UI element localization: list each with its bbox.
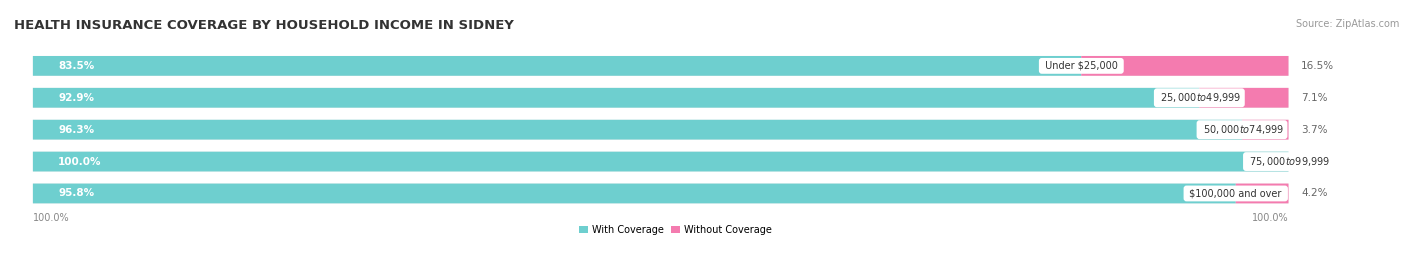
Legend: With Coverage, Without Coverage: With Coverage, Without Coverage [575, 221, 776, 239]
Text: 100.0%: 100.0% [32, 213, 69, 223]
Text: 92.9%: 92.9% [58, 93, 94, 103]
Text: 7.1%: 7.1% [1301, 93, 1327, 103]
FancyBboxPatch shape [32, 152, 1288, 171]
Text: 0.0%: 0.0% [1301, 157, 1327, 167]
FancyBboxPatch shape [32, 183, 1236, 203]
FancyBboxPatch shape [1236, 183, 1288, 203]
Text: 100.0%: 100.0% [58, 157, 101, 167]
Text: 100.0%: 100.0% [1251, 213, 1288, 223]
FancyBboxPatch shape [32, 120, 1241, 140]
Text: 83.5%: 83.5% [58, 61, 94, 71]
FancyBboxPatch shape [32, 56, 1288, 76]
FancyBboxPatch shape [32, 183, 1288, 203]
FancyBboxPatch shape [1241, 120, 1288, 140]
Text: $25,000 to $49,999: $25,000 to $49,999 [1157, 91, 1241, 104]
Text: Under $25,000: Under $25,000 [1042, 61, 1121, 71]
FancyBboxPatch shape [1199, 88, 1288, 108]
FancyBboxPatch shape [32, 152, 1288, 171]
Text: Source: ZipAtlas.com: Source: ZipAtlas.com [1295, 19, 1399, 29]
Text: HEALTH INSURANCE COVERAGE BY HOUSEHOLD INCOME IN SIDNEY: HEALTH INSURANCE COVERAGE BY HOUSEHOLD I… [14, 19, 515, 32]
Text: $50,000 to $74,999: $50,000 to $74,999 [1199, 123, 1285, 136]
Text: 16.5%: 16.5% [1301, 61, 1334, 71]
Text: 95.8%: 95.8% [58, 189, 94, 199]
Text: 3.7%: 3.7% [1301, 125, 1327, 135]
FancyBboxPatch shape [32, 88, 1288, 108]
Text: $75,000 to $99,999: $75,000 to $99,999 [1246, 155, 1331, 168]
Text: 4.2%: 4.2% [1301, 189, 1327, 199]
FancyBboxPatch shape [1081, 56, 1288, 76]
Text: 96.3%: 96.3% [58, 125, 94, 135]
Text: $100,000 and over: $100,000 and over [1187, 189, 1285, 199]
FancyBboxPatch shape [32, 88, 1199, 108]
FancyBboxPatch shape [32, 56, 1081, 76]
FancyBboxPatch shape [32, 120, 1288, 140]
